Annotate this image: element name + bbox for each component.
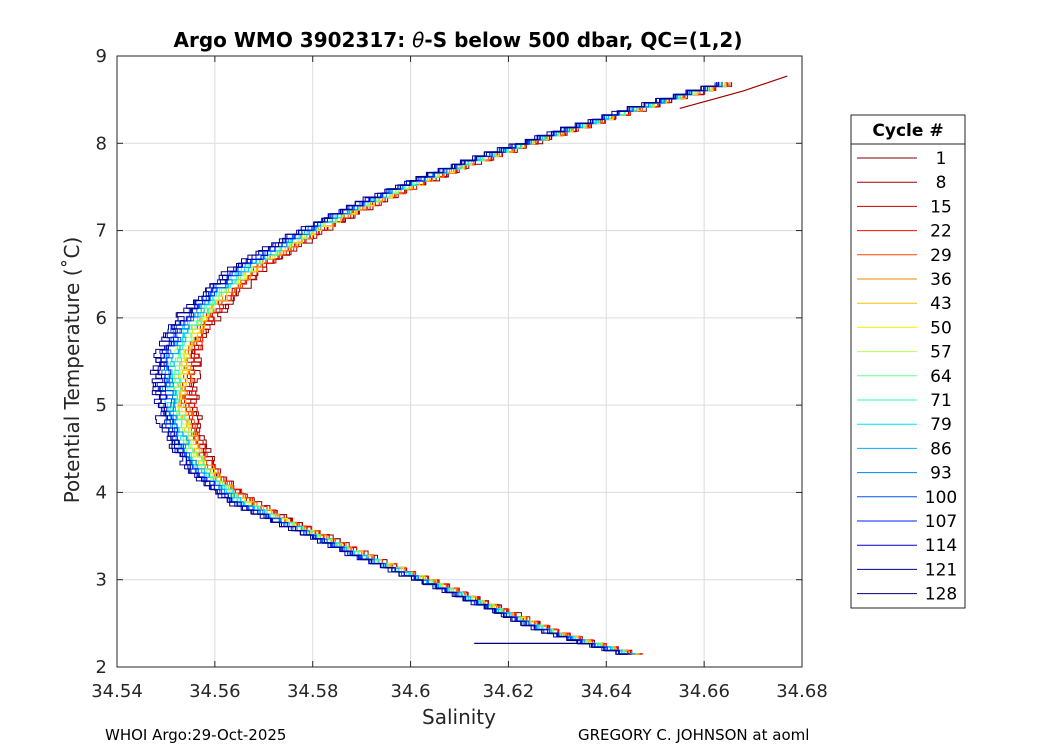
y-tick-label: 9 [96, 46, 107, 67]
y-tick-label: 4 [96, 482, 107, 503]
grid [116, 55, 803, 668]
legend-label-107: 107 [925, 512, 957, 532]
x-tick-label: 34.62 [483, 681, 535, 702]
outlier-cycle-8 [679, 75, 788, 109]
legend-label-1: 1 [936, 149, 947, 169]
legend-label-128: 128 [925, 585, 957, 605]
legend-label-36: 36 [930, 270, 952, 290]
y-tick-label: 7 [96, 221, 107, 242]
legend-label-86: 86 [930, 439, 952, 459]
legend-box [850, 114, 966, 609]
x-tick-label: 34.68 [776, 681, 828, 702]
legend-title: Cycle # [872, 121, 943, 141]
trace-cycle-128 [151, 82, 716, 655]
legend-label-93: 93 [930, 464, 952, 484]
footer-date: WHOI Argo:29-Oct-2025 [105, 726, 287, 744]
chart-title: Argo WMO 3902317: θ-S below 500 dbar, QC… [174, 28, 743, 52]
legend-label-15: 15 [930, 197, 952, 217]
x-tick-label: 34.58 [287, 681, 339, 702]
legend-label-50: 50 [930, 318, 952, 338]
y-tick-label: 5 [96, 395, 107, 416]
y-axis-ticks: 2 3 4 5 6 7 8 9 [96, 46, 802, 678]
x-tick-label: 34.56 [189, 681, 241, 702]
legend: Cycle # 1 8 15 22 29 36 43 50 57 64 71 79 86 93 100 107… [850, 114, 966, 609]
legend-label-79: 79 [930, 415, 952, 435]
axes-box [116, 55, 803, 668]
legend-label-100: 100 [925, 488, 957, 508]
y-tick-label: 8 [96, 133, 107, 154]
x-axis-ticks: 34.54 34.56 34.58 34.6 34.62 34.64 34.66 34.68 [91, 56, 828, 702]
x-tick-label: 34.54 [91, 681, 143, 702]
legend-label-121: 121 [925, 560, 957, 580]
legend-items: 1 8 15 22 29 36 43 50 57 64 71 79 86 93 100 107 114 121 12… [857, 149, 957, 605]
x-tick-label: 34.6 [391, 681, 431, 702]
y-axis-label: Potential Temperature (˚C) [60, 237, 84, 504]
legend-label-57: 57 [930, 343, 952, 363]
x-axis-label: Salinity [422, 705, 496, 729]
legend-label-43: 43 [930, 294, 952, 314]
x-tick-label: 34.64 [581, 681, 633, 702]
y-tick-label: 3 [96, 570, 107, 591]
plot-area [117, 56, 802, 667]
footer-author: GREGORY C. JOHNSON at aoml [578, 726, 810, 744]
legend-label-114: 114 [925, 536, 957, 556]
x-tick-label: 34.66 [678, 681, 730, 702]
legend-label-8: 8 [936, 173, 947, 193]
y-tick-label: 2 [96, 657, 107, 678]
profile-traces [149, 75, 788, 655]
legend-label-64: 64 [930, 367, 952, 387]
legend-label-22: 22 [930, 222, 952, 242]
y-tick-label: 6 [96, 308, 107, 329]
legend-label-71: 71 [930, 391, 952, 411]
legend-label-29: 29 [930, 246, 952, 266]
